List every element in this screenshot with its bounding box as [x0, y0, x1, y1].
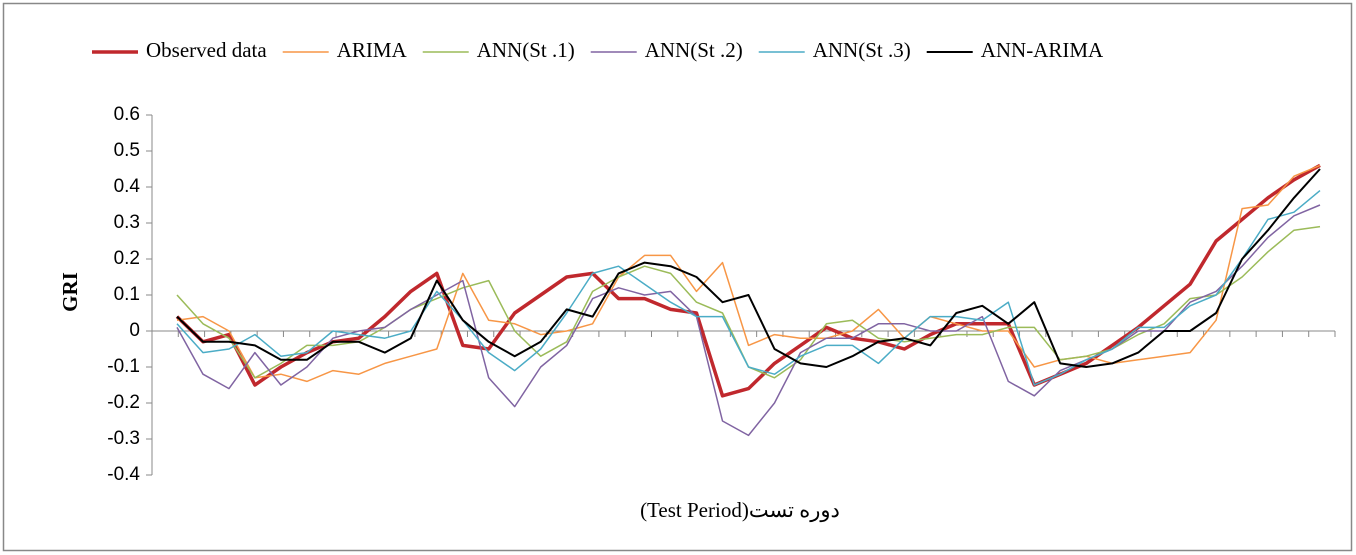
y-tick-label: -0.1 — [107, 356, 140, 377]
y-tick-label: 0 — [129, 320, 140, 341]
series-line — [176, 190, 1321, 386]
series-line — [176, 204, 1321, 437]
x-axis-title: (Test Period)دوره تست — [640, 498, 840, 523]
series-line — [176, 164, 1321, 383]
series-line — [175, 163, 1321, 398]
y-tick-label: -0.2 — [107, 392, 140, 413]
legend-label: ANN-ARIMA — [981, 38, 1104, 62]
y-tick-label: -0.4 — [107, 464, 140, 485]
y-tick-label: 0.5 — [114, 140, 140, 161]
legend-label: ANN(St .2) — [645, 38, 743, 62]
series-line — [176, 168, 1321, 368]
y-tick-label: 0.6 — [114, 104, 140, 125]
legend-label: ANN(St .1) — [477, 38, 575, 62]
legend-label: Observed data — [146, 38, 267, 62]
y-tick-label: 0.4 — [114, 176, 141, 197]
y-tick-label: 0.1 — [114, 284, 140, 305]
y-tick-label: 0.2 — [114, 248, 140, 269]
y-axis-title: GRI — [58, 272, 82, 312]
legend-label: ANN(St .3) — [813, 38, 911, 62]
y-tick-label: -0.3 — [107, 428, 140, 449]
y-tick-label: 0.3 — [114, 212, 140, 233]
legend-label: ARIMA — [337, 38, 408, 62]
